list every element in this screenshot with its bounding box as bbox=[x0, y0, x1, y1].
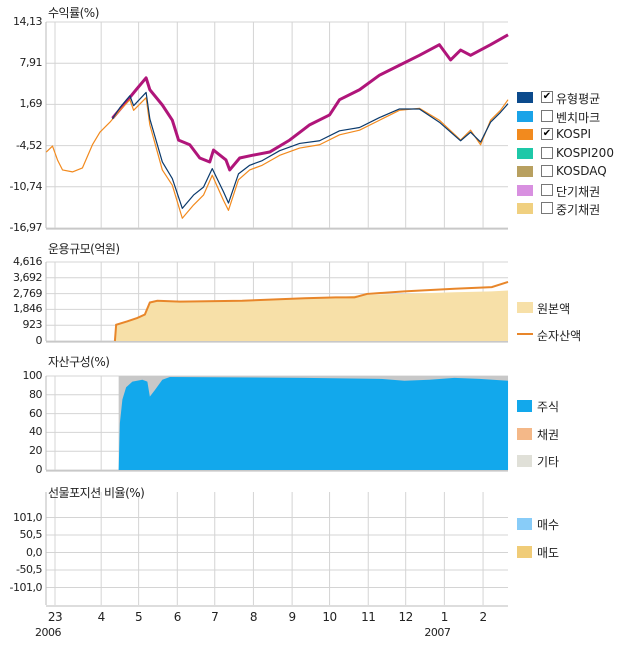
checkbox-checked[interactable]: ✔ bbox=[541, 91, 553, 103]
aum-ytick-label: 923 bbox=[22, 318, 43, 332]
assets-ytick-label: 100 bbox=[22, 369, 43, 382]
legend-swatch bbox=[517, 92, 533, 103]
x-tick-label: 6 bbox=[173, 610, 182, 624]
x-tick-label: 23 bbox=[47, 610, 63, 624]
assets-ytick-label: 40 bbox=[29, 425, 43, 439]
legend-label: 기타 bbox=[537, 455, 560, 469]
legend-swatch bbox=[517, 184, 533, 196]
futures-ytick-label: -50,5 bbox=[16, 563, 42, 576]
returns-ytick-label: -10,74 bbox=[9, 179, 43, 193]
x-tick-label: 11 bbox=[361, 610, 376, 624]
net-asset-line bbox=[113, 281, 509, 342]
returns-ytick-label: 14,13 bbox=[13, 15, 43, 28]
checkbox-checked[interactable]: ✔ bbox=[541, 128, 553, 140]
legend-label: 순자산액 bbox=[537, 329, 582, 343]
futures-plot-area bbox=[46, 492, 508, 605]
assets-ytick-label: 60 bbox=[29, 406, 43, 420]
legend-item-중기채권[interactable]: 중기채권 bbox=[514, 201, 618, 217]
legend-item-단기채권[interactable]: 단기채권 bbox=[514, 183, 618, 199]
x-year-label: 2006 bbox=[35, 626, 62, 639]
legend-label: KOSPI bbox=[556, 127, 592, 141]
returns-ytick-label: 7,91 bbox=[19, 56, 43, 70]
futures-ytick-label: 101,0 bbox=[13, 510, 43, 524]
legend-line bbox=[517, 333, 533, 335]
x-tick-label: 7 bbox=[211, 610, 219, 624]
x-tick-label: 4 bbox=[97, 610, 106, 624]
legend-label: KOSPI200 bbox=[556, 145, 614, 160]
checkbox[interactable] bbox=[541, 109, 553, 122]
returns-title: 수익률(%) bbox=[48, 6, 99, 20]
aum-ytick-label: 0 bbox=[35, 334, 43, 347]
legend-swatch bbox=[517, 546, 532, 558]
legend-item-KOSDAQ[interactable]: KOSDAQ bbox=[514, 164, 618, 180]
legend-label: 벤치마크 bbox=[556, 110, 601, 125]
aum-ytick-label: 2,769 bbox=[13, 286, 43, 300]
returns-ytick-label: -4,52 bbox=[16, 138, 42, 152]
legend-swatch bbox=[517, 129, 533, 140]
assets-ytick-label: 0 bbox=[35, 463, 43, 476]
returns-ytick-label: 1,69 bbox=[19, 97, 43, 111]
assets-ytick-label: 20 bbox=[29, 444, 43, 458]
legend-swatch bbox=[517, 400, 532, 412]
legend-label: 단기채권 bbox=[556, 184, 601, 199]
checkbox[interactable] bbox=[541, 183, 553, 196]
aum-ytick-label: 4,616 bbox=[13, 255, 43, 268]
legend-swatch bbox=[517, 203, 533, 214]
legend-swatch bbox=[517, 427, 532, 440]
legend-swatch bbox=[517, 518, 532, 530]
x-tick-label: 1 bbox=[440, 610, 449, 624]
x-tick-label: 5 bbox=[135, 610, 143, 624]
series-line-유형평균 bbox=[111, 91, 509, 209]
assets-title: 자산구성(%) bbox=[48, 355, 110, 369]
series-line-fund bbox=[111, 33, 509, 172]
legend-item-KOSPI200[interactable]: KOSPI200 bbox=[514, 146, 618, 162]
legend-item-벤치마크[interactable]: 벤치마크 bbox=[514, 109, 618, 125]
assets-ytick-label: 80 bbox=[29, 387, 43, 401]
legend-label: 주식 bbox=[537, 400, 560, 414]
x-tick-label: 12 bbox=[398, 610, 414, 624]
checkbox[interactable] bbox=[541, 146, 553, 159]
principal-area bbox=[114, 290, 509, 341]
x-tick-label: 2 bbox=[479, 610, 487, 624]
legend-label: 중기채권 bbox=[556, 203, 601, 217]
x-tick-label: 9 bbox=[288, 610, 297, 624]
legend-label: 매도 bbox=[537, 546, 560, 560]
legend-swatch bbox=[517, 302, 533, 313]
legend-swatch bbox=[517, 455, 532, 467]
returns-ytick-label: -16,97 bbox=[9, 221, 43, 234]
x-year-label: 2007 bbox=[424, 626, 451, 639]
series-line-KOSPI bbox=[45, 97, 509, 219]
legend-label: 유형평균 bbox=[556, 92, 601, 106]
legend-swatch bbox=[517, 166, 533, 177]
legend-swatch bbox=[517, 110, 533, 122]
aum-ytick-label: 1,846 bbox=[13, 302, 43, 316]
futures-ytick-label: -101,0 bbox=[9, 580, 43, 594]
legend-label: KOSDAQ bbox=[556, 164, 607, 178]
checkbox[interactable] bbox=[541, 165, 553, 177]
checkbox[interactable] bbox=[541, 202, 553, 214]
legend-label: 매수 bbox=[537, 518, 560, 532]
aum-ytick-label: 3,692 bbox=[13, 270, 43, 284]
aum-title: 운용규모(억원) bbox=[48, 242, 120, 256]
legend-swatch bbox=[517, 147, 533, 159]
legend-label: 채권 bbox=[537, 427, 560, 442]
legend-item-KOSPI[interactable]: ✔ KOSPI bbox=[514, 127, 618, 143]
x-tick-label: 10 bbox=[322, 610, 337, 624]
futures-ytick-label: 0,0 bbox=[26, 545, 43, 559]
futures-ytick-label: 50,5 bbox=[19, 528, 43, 541]
futures-title: 선물포지션 비율(%) bbox=[48, 486, 145, 500]
legend-item-유형평균[interactable]: ✔ 유형평균 bbox=[514, 90, 618, 106]
stock-area bbox=[118, 376, 509, 470]
returns-plot-area bbox=[46, 22, 508, 228]
x-tick-label: 8 bbox=[249, 610, 258, 624]
legend-label: 원본액 bbox=[537, 302, 571, 316]
